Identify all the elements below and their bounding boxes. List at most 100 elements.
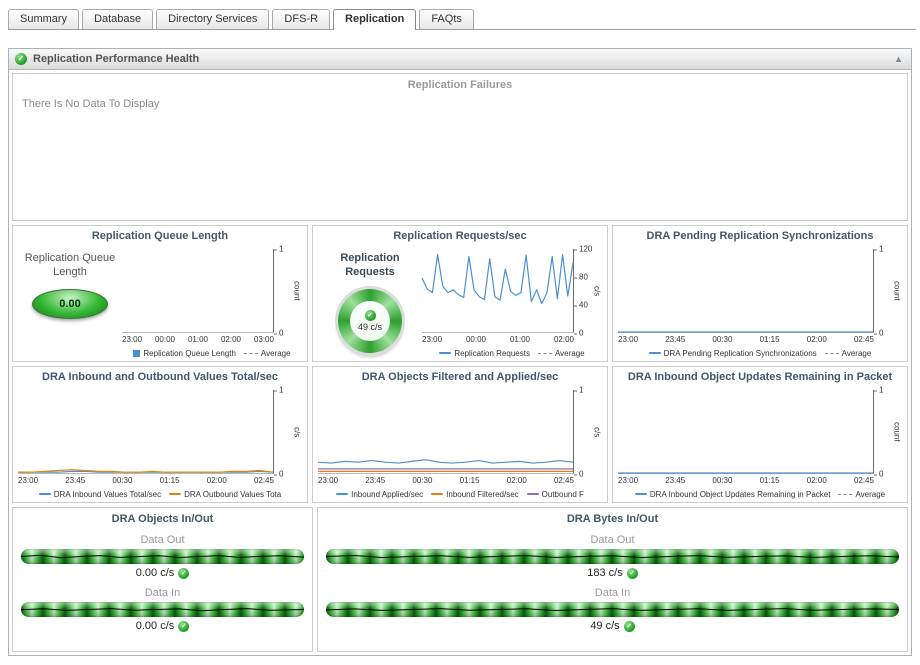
x-tick-label: 02:45 bbox=[853, 335, 874, 344]
legend-item: Average bbox=[243, 349, 291, 358]
objects-data-out-flow-bar bbox=[21, 549, 304, 564]
x-axis: 23:00 23:45 00:30 01:15 02:00 02:45 bbox=[18, 474, 302, 486]
legend-item: Inbound Filtered/sec bbox=[431, 490, 519, 499]
filtered-applied-chart: 0 1 c/s 23:00 23:45 00:30 01:15 02:00 02:45 Inbou… bbox=[318, 386, 602, 500]
objects-data-in-value: 0.00 c/s ✓ bbox=[136, 620, 190, 632]
x-axis: 23:00 23:45 00:30 01:15 02:00 02:45 bbox=[618, 333, 902, 345]
plot-area: 0 1 count bbox=[618, 386, 902, 479]
requests-chart: 0 40 80 120 c/s 23:00 00:00 01:00 02:00 Replicati… bbox=[422, 245, 602, 359]
x-tick-label: 23:00 bbox=[18, 476, 39, 485]
tab-summary[interactable]: Summary bbox=[8, 9, 80, 29]
plot bbox=[318, 390, 574, 474]
chart-panel-replication-requests: Replication Requests/sec Replication Req… bbox=[312, 225, 608, 362]
tab-database[interactable]: Database bbox=[82, 9, 154, 29]
chart-panel-dra-inbound-outbound-totals: DRA Inbound and Outbound Values Total/se… bbox=[12, 366, 308, 503]
y-axis-title: c/s bbox=[592, 426, 602, 438]
bytes-data-in-value: 49 c/s ✓ bbox=[590, 620, 635, 632]
value-text: 0.00 c/s bbox=[135, 567, 175, 579]
tab-faqts[interactable]: FAQts bbox=[419, 9, 474, 29]
chart-line-svg bbox=[318, 390, 573, 473]
y-tick-label: 1 bbox=[573, 385, 584, 395]
chart-row-2: DRA Inbound and Outbound Values Total/se… bbox=[12, 366, 908, 503]
flow-panel-title: DRA Objects In/Out bbox=[111, 513, 214, 525]
tab-replication[interactable]: Replication bbox=[333, 9, 417, 30]
updates-remaining-chart: 0 1 count 23:00 23:45 00:30 01:15 02:00 02:45 DRA… bbox=[618, 386, 902, 500]
health-status-ok-icon: ✓ bbox=[15, 53, 27, 65]
value-text: 49 c/s bbox=[590, 620, 620, 632]
plot-area: 0 40 80 120 c/s bbox=[422, 244, 602, 338]
flow-line bbox=[326, 602, 899, 617]
x-tick-label: 01:15 bbox=[159, 476, 180, 485]
y-tick-label: 40 bbox=[574, 300, 588, 310]
legend-item: Outbound F bbox=[526, 490, 584, 499]
chart-content: Replication Requests ✓ 49 c/s 0 40 80 120 c/… bbox=[318, 245, 602, 359]
panel-body: Replication Failures There Is No Data To… bbox=[9, 70, 911, 655]
data-out-label: Data Out bbox=[590, 534, 635, 546]
replication-requests-gauge: ✓ 49 c/s bbox=[338, 288, 402, 353]
legend-label: Inbound Applied/sec bbox=[351, 489, 424, 499]
x-tick-label: 00:30 bbox=[712, 476, 733, 485]
x-tick-label: 23:45 bbox=[665, 335, 686, 344]
requests-gauge-value: 49 c/s bbox=[357, 321, 382, 332]
plot-area: 0 1 c/s bbox=[18, 386, 302, 479]
y-tick-label: 0 bbox=[573, 469, 584, 479]
x-tick-label: 00:30 bbox=[112, 476, 133, 485]
legend-label: DRA Inbound Values Total/sec bbox=[53, 489, 162, 499]
y-axis-title: count bbox=[292, 281, 302, 301]
flow-line bbox=[21, 549, 304, 564]
plot-area: 0 1 count bbox=[122, 245, 302, 338]
legend-item: Average bbox=[537, 348, 585, 358]
x-tick-label: 01:15 bbox=[459, 476, 480, 485]
replication-failures-title: Replication Failures bbox=[407, 79, 513, 91]
chart-line-svg bbox=[18, 390, 273, 473]
x-tick-label: 01:15 bbox=[759, 476, 780, 485]
x-tick-label: 02:45 bbox=[553, 476, 574, 485]
legend-label: Replication Queue Length bbox=[143, 348, 236, 358]
y-tick-label: 0 bbox=[573, 328, 584, 338]
legend-label: Average bbox=[855, 489, 886, 499]
panel-title: Replication Performance Health bbox=[33, 53, 200, 65]
legend-item: DRA Pending Replication Synchronizations bbox=[648, 348, 817, 358]
objects-data-out-group: Data Out 0.00 c/s ✓ bbox=[21, 528, 304, 581]
data-out-label: Data Out bbox=[140, 534, 185, 546]
x-tick-label: 23:00 bbox=[122, 335, 143, 344]
value-text: 0.00 c/s bbox=[135, 620, 175, 632]
legend-marker-line bbox=[431, 493, 444, 495]
chart-line-svg bbox=[422, 249, 573, 332]
flow-line bbox=[21, 602, 304, 617]
tab-dfs-r[interactable]: DFS-R bbox=[272, 9, 331, 29]
plot bbox=[18, 390, 274, 474]
collapse-icon[interactable]: ▲ bbox=[894, 54, 903, 64]
x-tick-label: 01:00 bbox=[187, 335, 208, 344]
tab-directory-services[interactable]: Directory Services bbox=[156, 9, 270, 29]
chart-title: DRA Inbound Object Updates Remaining in … bbox=[627, 371, 893, 383]
legend-marker-dash bbox=[838, 493, 853, 495]
no-data-message: There Is No Data To Display bbox=[22, 98, 160, 110]
legend-item: Replication Requests bbox=[439, 349, 530, 358]
chart-title: DRA Objects Filtered and Applied/sec bbox=[361, 371, 559, 383]
y-axis-title: count bbox=[892, 281, 902, 301]
x-tick-label: 02:00 bbox=[806, 476, 827, 485]
bytes-data-out-group: Data Out 183 c/s ✓ bbox=[326, 528, 899, 581]
data-in-label: Data In bbox=[144, 587, 181, 599]
legend-label: Average bbox=[554, 348, 585, 358]
legend-marker-line bbox=[648, 352, 661, 354]
y-tick-label: 1 bbox=[273, 244, 284, 254]
chart-line-svg bbox=[122, 249, 273, 332]
x-axis: 23:00 00:00 01:00 02:00 03:00 bbox=[122, 333, 302, 345]
gauge-column: Replication Requests ✓ 49 c/s bbox=[318, 245, 422, 359]
flow-line bbox=[326, 549, 899, 564]
legend-label: DRA Pending Replication Synchronizations bbox=[663, 348, 817, 358]
plot-area: 0 1 count bbox=[618, 245, 902, 338]
y-tick-label: 120 bbox=[573, 244, 593, 254]
chart-row-1: Replication Queue Length Replication Que… bbox=[12, 225, 908, 362]
y-axis-title: c/s bbox=[592, 285, 602, 297]
y-axis-title: c/s bbox=[292, 426, 302, 438]
dra-bytes-inout-panel: DRA Bytes In/Out Data Out 183 c/s ✓ Data… bbox=[317, 507, 908, 652]
chart-title: Replication Requests/sec bbox=[393, 230, 527, 242]
chart-legend: DRA Inbound Values Total/sec DRA Outbound… bbox=[18, 486, 302, 500]
